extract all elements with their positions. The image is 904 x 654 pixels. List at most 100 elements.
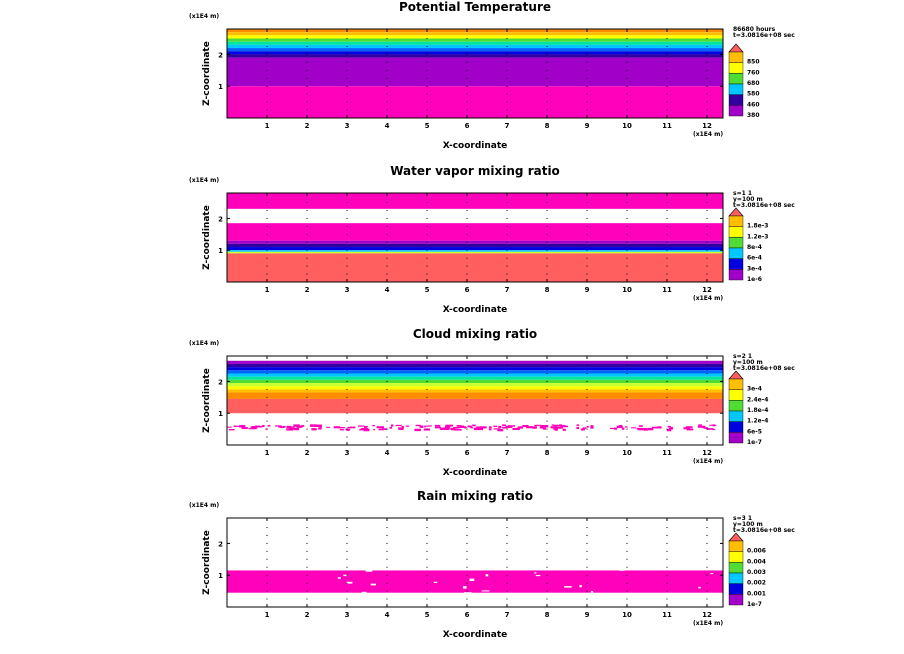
speckle-patch: [476, 426, 484, 429]
speckle-patch: [314, 424, 323, 428]
contour-band-5: [227, 373, 723, 377]
grid-dot: [306, 365, 308, 367]
grid-dot: [546, 428, 548, 430]
grid-dot: [666, 61, 668, 63]
grid-dot: [626, 202, 628, 204]
x-axis-label: X-coordinate: [443, 468, 508, 478]
contour-band-6: [227, 44, 723, 49]
grid-dot: [706, 365, 708, 367]
speckle-patch: [401, 426, 404, 429]
speckle-patch: [381, 428, 387, 431]
x-unit-label: (x1E4 m): [693, 295, 723, 302]
grid-dot: [506, 388, 508, 390]
chart-title: Cloud mixing ratio: [413, 327, 537, 341]
contour-band-9: [227, 54, 723, 58]
colorbar-label: 1e-7: [747, 601, 762, 608]
colorbar-label: 0.001: [747, 590, 766, 597]
speckle-patch: [586, 425, 589, 428]
grid-dot: [426, 209, 428, 211]
grid-dot: [426, 225, 428, 227]
grid-dot: [346, 241, 348, 243]
grid-dot: [586, 257, 588, 259]
grid-dot: [346, 249, 348, 251]
colorbar-label: 1e-7: [747, 439, 762, 446]
grid-dot: [386, 249, 388, 251]
grid-dot: [466, 527, 468, 529]
grid-dot: [546, 45, 548, 47]
speckle-patch: [526, 426, 533, 429]
contour-band-1: [227, 360, 723, 364]
grid-dot: [266, 257, 268, 259]
speckle-patch: [286, 428, 294, 431]
grid-dot: [706, 420, 708, 422]
grid-dot: [706, 404, 708, 406]
grid-dot: [626, 38, 628, 40]
grid-dot: [466, 101, 468, 103]
grid-dot: [586, 38, 588, 40]
grid-dot: [466, 93, 468, 95]
grid-dot: [306, 566, 308, 568]
colorbar-swatch: [728, 432, 744, 444]
x-tick-label: 12: [702, 286, 712, 294]
colorbar-swatch: [728, 215, 744, 227]
speckle-patch: [241, 427, 248, 430]
speckle-patch: [390, 424, 394, 427]
grid-dot: [306, 38, 308, 40]
x-tick-label: 6: [465, 611, 470, 619]
y-tick-label: 2: [218, 540, 223, 548]
speckle-patch: [293, 427, 300, 431]
grid-dot: [306, 109, 308, 111]
grid-dot: [306, 436, 308, 438]
grid-dot: [546, 69, 548, 71]
y-tick-label: 2: [218, 51, 223, 59]
speckle-patch: [707, 428, 711, 430]
x-tick-label: 5: [425, 611, 430, 619]
grid-dot: [306, 217, 308, 219]
speckle-patch: [621, 427, 625, 430]
grid-dot: [466, 77, 468, 79]
y-unit-label: (x1E4 m): [189, 502, 219, 509]
run-info-line: t=3.0816e+08 sec: [733, 527, 795, 534]
colorbar-label: 680: [747, 80, 760, 87]
grid-dot: [386, 420, 388, 422]
contour-band-1: [227, 570, 723, 593]
x-tick-label: 11: [662, 286, 672, 294]
grid-dot: [346, 257, 348, 259]
grid-dot: [346, 428, 348, 430]
grid-dot: [266, 225, 268, 227]
grid-dot: [626, 209, 628, 211]
grid-dot: [386, 380, 388, 382]
grid-dot: [346, 558, 348, 560]
grid-dot: [466, 566, 468, 568]
grid-dot: [506, 396, 508, 398]
speckle-patch: [227, 426, 232, 428]
grid-dot: [506, 53, 508, 55]
colorbar-label: 760: [747, 69, 760, 76]
grid-dot: [346, 380, 348, 382]
speckle-patch: [464, 592, 472, 594]
x-tick-label: 1: [265, 449, 270, 457]
grid-dot: [266, 542, 268, 544]
speckle-patch: [398, 427, 404, 430]
speckle-patch: [470, 427, 473, 429]
speckle-patch: [361, 591, 367, 594]
grid-dot: [586, 598, 588, 600]
speckle-patch: [346, 581, 353, 584]
grid-dot: [466, 209, 468, 211]
grid-dot: [626, 273, 628, 275]
speckle-patch: [472, 424, 476, 427]
speckle-patch: [326, 426, 331, 428]
grid-dot: [426, 420, 428, 422]
grid-dot: [426, 69, 428, 71]
grid-dot: [666, 85, 668, 87]
grid-dot: [506, 574, 508, 576]
grid-dot: [306, 69, 308, 71]
grid-dot: [266, 233, 268, 235]
grid-dot: [506, 77, 508, 79]
speckle-patch: [286, 425, 292, 429]
colorbar-swatch: [728, 551, 744, 563]
grid-dot: [546, 93, 548, 95]
grid-dot: [426, 534, 428, 536]
y-tick-label: 1: [218, 572, 223, 580]
grid-dot: [426, 257, 428, 259]
